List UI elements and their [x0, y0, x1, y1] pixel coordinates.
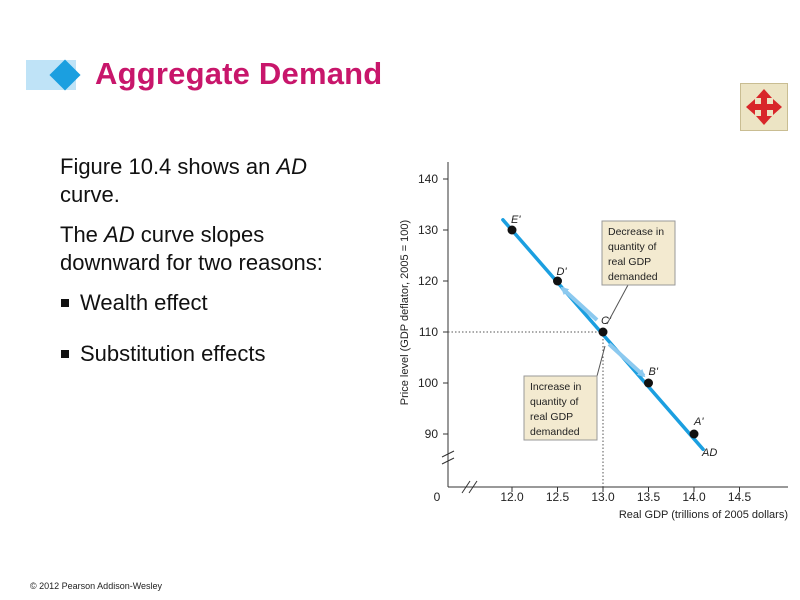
- text-run: curve.: [60, 182, 120, 207]
- x-axis-label: Real GDP (trillions of 2005 dollars): [619, 509, 788, 521]
- data-point: [689, 429, 699, 439]
- x-axis-break: [461, 480, 471, 494]
- series-label: AD: [701, 447, 717, 459]
- copyright: © 2012 Pearson Addison-Wesley: [30, 581, 163, 591]
- annotation-box: [601, 220, 676, 286]
- bullet-item: Wealth effect: [60, 289, 350, 317]
- x-tick-label: 13.5: [637, 490, 661, 504]
- y-axis-label: Price level (GDP deflator, 2005 = 100): [399, 220, 411, 405]
- data-point: [507, 225, 517, 235]
- annotation-leader-line: [606, 284, 629, 325]
- text-run-italic: AD: [276, 154, 308, 179]
- bullet-item: Substitution effects: [60, 340, 350, 368]
- x-tick-label: 13.0: [591, 490, 615, 504]
- annotation-leader-line: [596, 345, 606, 377]
- ad-curve-chart: 90 100 110 120 130 140 12.0 12.5 13.0 13.5 14.0 14.…: [399, 162, 788, 521]
- annotation-text: Decrease in: [608, 226, 664, 238]
- paragraph-reasons: The AD curve slopes downward for two rea…: [60, 221, 350, 277]
- y-tick-label: 100: [418, 376, 438, 390]
- x-axis-break: [468, 480, 478, 494]
- four-way-arrows-icon: [746, 89, 782, 125]
- y-axis-break: [441, 457, 455, 465]
- annotation-text: quantity of: [530, 396, 579, 408]
- x-tick-label: 14.0: [682, 490, 706, 504]
- annotation-box: [523, 375, 598, 441]
- data-point: [644, 378, 653, 388]
- y-tick-label: 110: [419, 325, 438, 339]
- text-run: curve slopes downward for two reasons:: [60, 222, 323, 275]
- point-label: A': [693, 416, 704, 428]
- data-point: [553, 276, 562, 286]
- point-label: C': [601, 315, 612, 327]
- annotation-text: real GDP: [530, 411, 573, 423]
- point-label: E': [511, 214, 521, 226]
- page-title: Aggregate Demand: [95, 56, 383, 91]
- point-label: D': [557, 266, 568, 278]
- point-label: B': [649, 366, 659, 378]
- x-tick-label: 14.5: [728, 490, 752, 504]
- text-run-italic: AD: [104, 222, 135, 247]
- annotation-text: demanded: [530, 426, 580, 438]
- text-run: Figure 10.4 shows an: [60, 154, 277, 179]
- navigation-button[interactable]: [740, 83, 788, 131]
- text-run: The: [60, 222, 105, 247]
- annotation-text: quantity of: [608, 241, 657, 253]
- square-bullet-icon: [61, 350, 69, 358]
- paragraph-figure: Figure 10.4 shows an AD curve.: [60, 153, 350, 209]
- y-tick-label: 90: [425, 427, 439, 441]
- y-tick-label: 120: [418, 274, 438, 288]
- increase-arrow: [607, 342, 646, 378]
- square-bullet-icon: [61, 299, 69, 307]
- bullet-list: Wealth effect Substitution effects: [60, 289, 350, 368]
- y-axis-break: [441, 450, 455, 458]
- x-tick-label: 12.0: [500, 490, 524, 504]
- annotation-text: demanded: [608, 271, 658, 283]
- bullet-text: Substitution effects: [80, 341, 266, 366]
- decrease-arrow: [560, 286, 599, 322]
- annotation-text: Increase in: [530, 381, 582, 393]
- origin-label: 0: [434, 490, 441, 504]
- bullet-text: Wealth effect: [80, 290, 208, 315]
- body-text: Figure 10.4 shows an AD curve. The AD cu…: [60, 153, 350, 391]
- y-tick-label: 130: [418, 223, 438, 237]
- data-point: [598, 327, 608, 337]
- y-tick-label: 140: [418, 172, 438, 186]
- annotation-text: real GDP: [608, 256, 651, 268]
- x-tick-label: 12.5: [546, 490, 570, 504]
